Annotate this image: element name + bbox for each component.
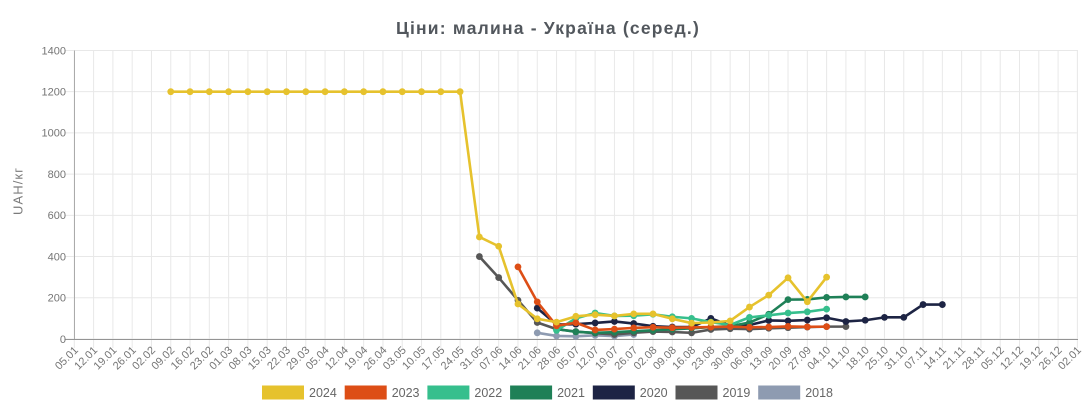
- svg-text:2024: 2024: [309, 386, 337, 400]
- svg-text:600: 600: [48, 210, 66, 222]
- svg-text:UAH/кг: UAH/кг: [11, 167, 26, 215]
- svg-text:2018: 2018: [805, 386, 833, 400]
- svg-text:200: 200: [48, 293, 66, 305]
- svg-text:2023: 2023: [392, 386, 420, 400]
- svg-text:1200: 1200: [42, 86, 66, 98]
- svg-text:2019: 2019: [723, 386, 751, 400]
- svg-text:2020: 2020: [640, 386, 668, 400]
- svg-text:1400: 1400: [42, 45, 66, 57]
- svg-text:Ціни: малина - Україна (серед.: Ціни: малина - Україна (серед.): [396, 18, 700, 38]
- svg-text:1000: 1000: [42, 128, 66, 140]
- svg-text:2022: 2022: [474, 386, 502, 400]
- svg-text:800: 800: [48, 169, 66, 181]
- svg-text:0: 0: [60, 334, 66, 346]
- svg-text:400: 400: [48, 251, 66, 263]
- svg-text:2021: 2021: [557, 386, 585, 400]
